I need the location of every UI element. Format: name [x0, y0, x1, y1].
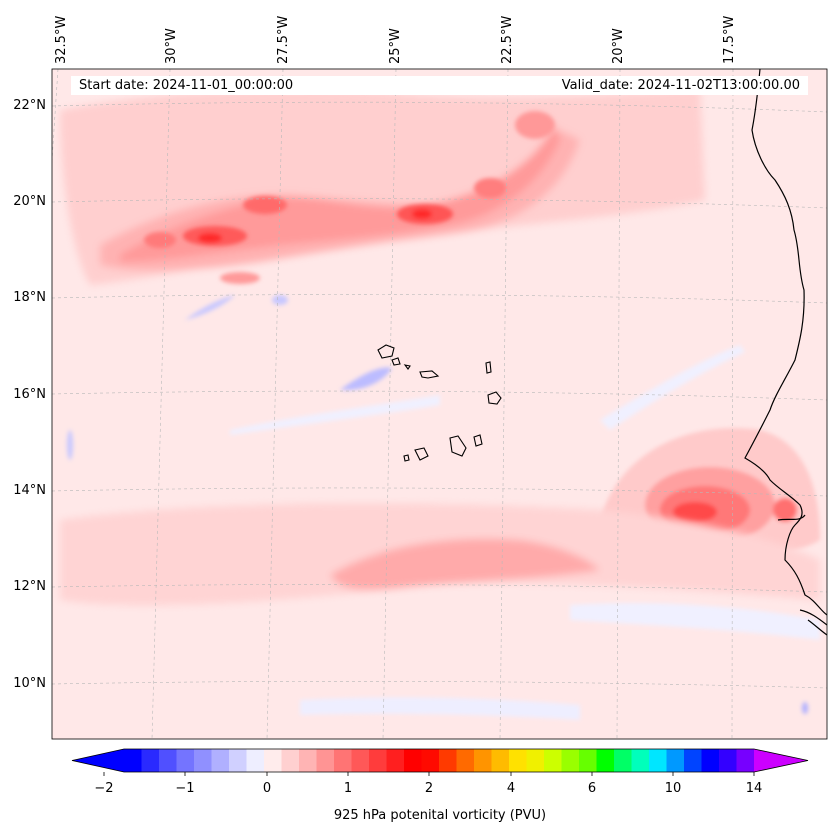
colorbar-extend-low — [72, 749, 124, 772]
lat-label-16n: 16°N — [13, 387, 46, 402]
colorbar-segment — [526, 749, 545, 772]
colorbar-segment — [474, 749, 493, 772]
colorbar-extend-high — [754, 749, 808, 772]
lat-label-18n: 18°N — [13, 290, 46, 305]
island-santo-antao — [377, 344, 395, 359]
colorbar-tick-6: 6 — [587, 781, 597, 796]
lon-label-20w: 20°W — [611, 28, 626, 64]
colorbar-segment — [386, 749, 405, 772]
colorbar-tick-14: 14 — [745, 781, 763, 796]
colorbar-outline — [71, 748, 809, 773]
island-sao-nicolau — [419, 370, 440, 379]
island-santiago — [449, 435, 467, 457]
colorbar-tick-1: 1 — [343, 781, 353, 796]
lon-label-32-5w: 32.5°W — [54, 15, 69, 64]
colorbar-segment — [491, 749, 510, 772]
island-boa-vista — [487, 391, 502, 405]
colorbar — [71, 748, 809, 776]
lon-label-30w: 30°W — [164, 28, 179, 64]
colorbar-segment — [649, 749, 668, 772]
lon-label-25w: 25°W — [388, 28, 403, 64]
map-frame — [51, 68, 828, 740]
lon-label-27-5w: 27.5°W — [276, 15, 291, 64]
colorbar-segment — [631, 749, 650, 772]
lat-label-22n: 22°N — [13, 98, 46, 113]
colorbar-segment — [264, 749, 283, 772]
colorbar-segment — [596, 749, 615, 772]
colorbar-label: 925 hPa potenital vorticity (PVU) — [333, 808, 547, 823]
pv-maxima-northern — [144, 111, 555, 284]
map-panel — [52, 69, 827, 739]
colorbar-segment — [456, 749, 475, 772]
pv-minima-streaks — [67, 295, 820, 720]
pv-field-southern-band — [60, 503, 820, 606]
colorbar-segment — [281, 749, 300, 772]
colorbar-segment — [666, 749, 685, 772]
colorbar-segment — [579, 749, 598, 772]
date-info-bar: Start date: 2024-11-01_00:00:00 Valid_da… — [71, 76, 808, 95]
colorbar-segment — [334, 749, 353, 772]
colorbar-segment — [229, 749, 248, 772]
colorbar-segment — [439, 749, 458, 772]
colorbar-segment — [246, 749, 265, 772]
island-fogo — [414, 447, 429, 461]
colorbar-segment — [684, 749, 703, 772]
colorbar-tick-neg1: −1 — [175, 781, 195, 796]
colorbar-tick-neg2: −2 — [94, 781, 114, 796]
colorbar-tick-0: 0 — [262, 781, 272, 796]
colorbar-segment — [736, 749, 755, 772]
start-date-text: Start date: 2024-11-01_00:00:00 — [79, 78, 294, 93]
coastline — [744, 69, 827, 636]
colorbar-segment — [561, 749, 580, 772]
colorbar-segment — [194, 749, 213, 772]
island-maio — [473, 434, 483, 447]
colorbar-segment — [159, 749, 178, 772]
colorbar-segment — [124, 749, 143, 772]
colorbar-segment — [421, 749, 440, 772]
colorbar-segment — [509, 749, 528, 772]
colorbar-tick-4: 4 — [506, 781, 516, 796]
lat-label-14n: 14°N — [13, 483, 46, 498]
colorbar-segment — [369, 749, 388, 772]
colorbar-segment — [701, 749, 720, 772]
colorbar-segment — [299, 749, 318, 772]
lat-label-20n: 20°N — [13, 194, 46, 209]
valid-date-text: Valid_date: 2024-11-02T13:00:00.00 — [561, 78, 800, 93]
colorbar-segment — [544, 749, 563, 772]
lon-label-22-5w: 22.5°W — [500, 15, 515, 64]
colorbar-segment — [141, 749, 160, 772]
cape-verde-islands — [377, 344, 502, 462]
lat-label-10n: 10°N — [13, 676, 46, 691]
colorbar-segment — [404, 749, 423, 772]
map-gridlines — [52, 69, 827, 739]
island-sal — [485, 361, 492, 374]
colorbar-segment — [614, 749, 633, 772]
lat-label-12n: 12°N — [13, 579, 46, 594]
island-sao-vicente — [391, 357, 401, 366]
colorbar-segment — [351, 749, 370, 772]
colorbar-segment — [719, 749, 738, 772]
colorbar-segment — [211, 749, 230, 772]
island-brava — [403, 454, 410, 462]
colorbar-segment — [176, 749, 195, 772]
colorbar-segment — [316, 749, 335, 772]
colorbar-tick-10: 10 — [664, 781, 682, 796]
colorbar-tick-2: 2 — [424, 781, 434, 796]
lon-label-17-5w: 17.5°W — [722, 15, 737, 64]
island-santa-luzia — [403, 364, 411, 370]
